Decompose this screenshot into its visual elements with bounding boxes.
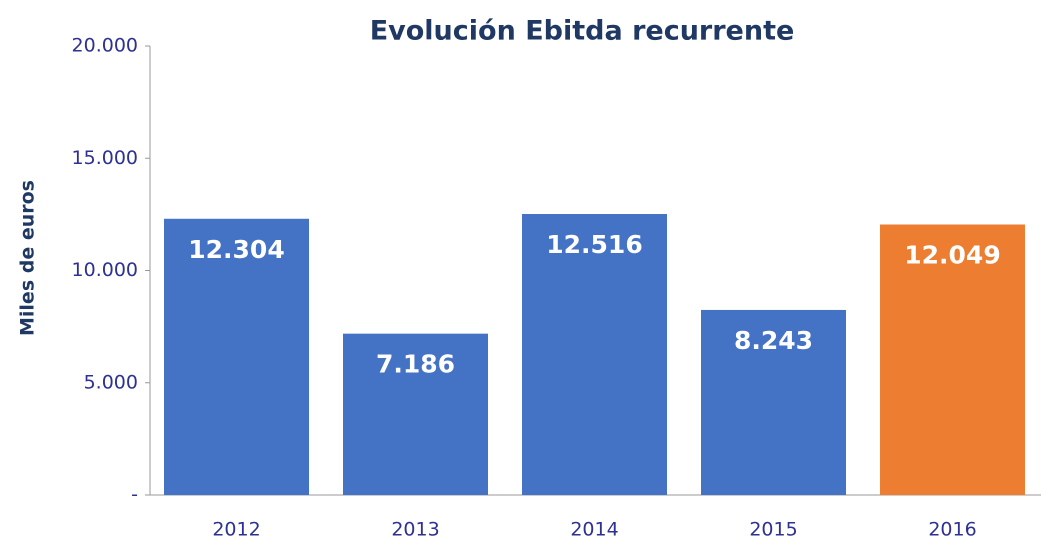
data-label: 12.304 (188, 235, 284, 264)
data-label: 12.049 (904, 240, 1000, 269)
y-tick-label: 10.000 (72, 259, 138, 281)
data-label: 7.186 (376, 350, 455, 379)
y-tick-label: 20.000 (72, 35, 138, 57)
y-axis-label: Miles de euros (17, 180, 39, 336)
bar (343, 333, 488, 495)
chart-title: Evolución Ebitda recurrente (370, 16, 795, 47)
y-tick-label: 15.000 (72, 147, 138, 169)
bar (164, 218, 309, 495)
data-label: 12.516 (546, 230, 642, 259)
bar (701, 309, 846, 495)
x-tick-label: 2016 (928, 519, 976, 541)
x-tick-label: 2013 (391, 519, 439, 541)
x-tick-label: 2015 (749, 519, 797, 541)
x-tick-label: 2014 (570, 519, 618, 541)
x-tick-label: 2012 (212, 519, 260, 541)
y-tick-label: - (131, 484, 138, 506)
bar (880, 224, 1025, 496)
bar (522, 214, 667, 495)
y-tick-label: 5.000 (84, 371, 138, 393)
data-label: 8.243 (734, 326, 813, 355)
